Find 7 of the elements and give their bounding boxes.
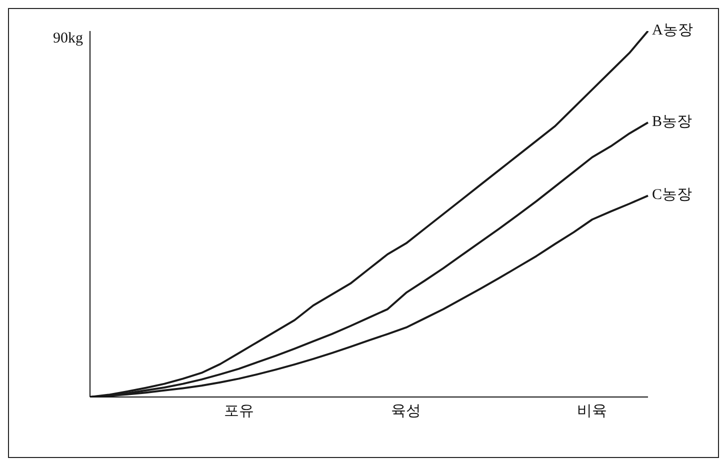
y-axis-title: 90kg xyxy=(53,30,84,47)
x-tick-label: 비육 xyxy=(577,404,608,420)
series-label: C농장 xyxy=(652,187,692,204)
x-tick-label: 육성 xyxy=(391,404,422,420)
x-tick-label: 포유 xyxy=(224,404,254,420)
series-label: B농장 xyxy=(652,114,692,130)
series-label: A농장 xyxy=(652,22,693,38)
